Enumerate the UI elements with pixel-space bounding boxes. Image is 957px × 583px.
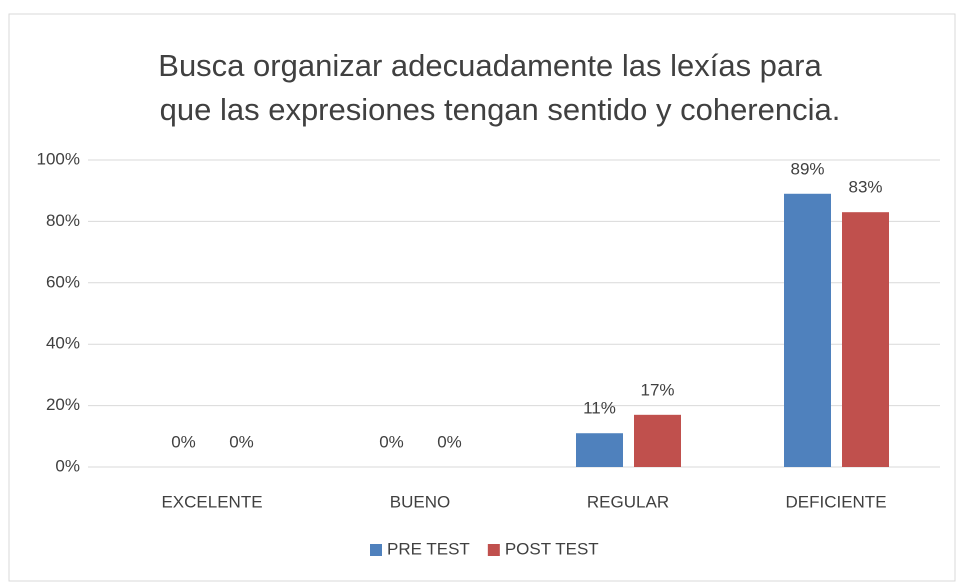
bar <box>576 433 623 467</box>
y-tick-label: 0% <box>55 456 80 475</box>
legend-swatch <box>370 544 382 556</box>
y-tick-label: 40% <box>46 334 80 353</box>
y-tick-label: 80% <box>46 211 80 230</box>
data-label: 89% <box>790 159 824 178</box>
data-label: 0% <box>171 432 196 451</box>
legend-label: POST TEST <box>505 539 599 558</box>
chart-title: Busca organizar adecuadamente las lexías… <box>158 48 822 83</box>
chart-title: que las expresiones tengan sentido y coh… <box>160 92 841 127</box>
data-label: 0% <box>379 432 404 451</box>
data-label: 0% <box>229 432 254 451</box>
y-tick-label: 20% <box>46 395 80 414</box>
bar <box>842 212 889 467</box>
x-tick-label: BUENO <box>390 492 450 511</box>
data-label: 83% <box>848 178 882 197</box>
data-label: 0% <box>437 432 462 451</box>
data-label: 17% <box>640 380 674 399</box>
y-tick-label: 60% <box>46 272 80 291</box>
bar <box>784 193 831 467</box>
x-tick-label: REGULAR <box>587 492 669 511</box>
legend-label: PRE TEST <box>387 539 470 558</box>
x-tick-label: EXCELENTE <box>161 492 262 511</box>
data-label: 11% <box>583 399 616 418</box>
bar <box>634 414 681 467</box>
x-tick-label: DEFICIENTE <box>785 492 886 511</box>
legend-swatch <box>487 544 500 556</box>
y-tick-label: 100% <box>37 149 80 168</box>
